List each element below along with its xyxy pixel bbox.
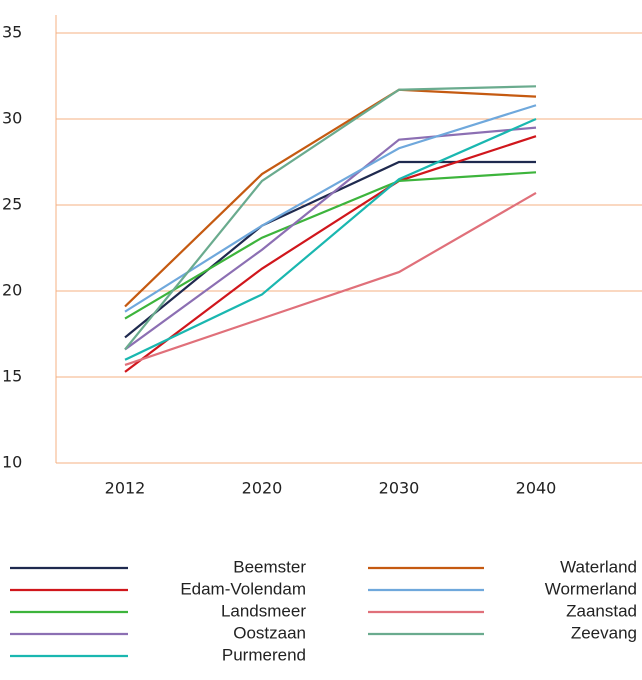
series-line [124, 160, 536, 339]
legend-label: Oostzaan [233, 623, 306, 642]
y-tick-label: 15 [2, 367, 22, 386]
x-tick-label: 2040 [516, 479, 557, 498]
y-tick-label: 35 [2, 23, 22, 42]
y-tick-label: 25 [2, 195, 22, 214]
series-line [124, 192, 537, 367]
x-tick-label: 2020 [242, 479, 283, 498]
legend-label: Zaanstad [566, 601, 637, 620]
series-line [124, 135, 537, 373]
series-line [124, 171, 537, 320]
legend-label: Zeevang [571, 623, 637, 642]
legend-label: Edam-Volendam [180, 579, 306, 598]
x-tick-label: 2030 [379, 479, 420, 498]
series-line [124, 126, 537, 351]
y-tick-label: 20 [2, 281, 22, 300]
legend-label: Beemster [233, 557, 306, 576]
x-tick-label: 2012 [105, 479, 146, 498]
y-tick-label: 30 [2, 109, 22, 128]
series-line [124, 117, 537, 361]
series-line [124, 88, 537, 308]
legend-label: Waterland [560, 557, 637, 576]
legend-label: Purmerend [222, 645, 306, 664]
legend-label: Wormerland [545, 579, 637, 598]
series-line [124, 85, 537, 351]
legend-label: Landsmeer [221, 601, 306, 620]
series-line [124, 104, 537, 313]
y-tick-label: 10 [2, 453, 22, 472]
